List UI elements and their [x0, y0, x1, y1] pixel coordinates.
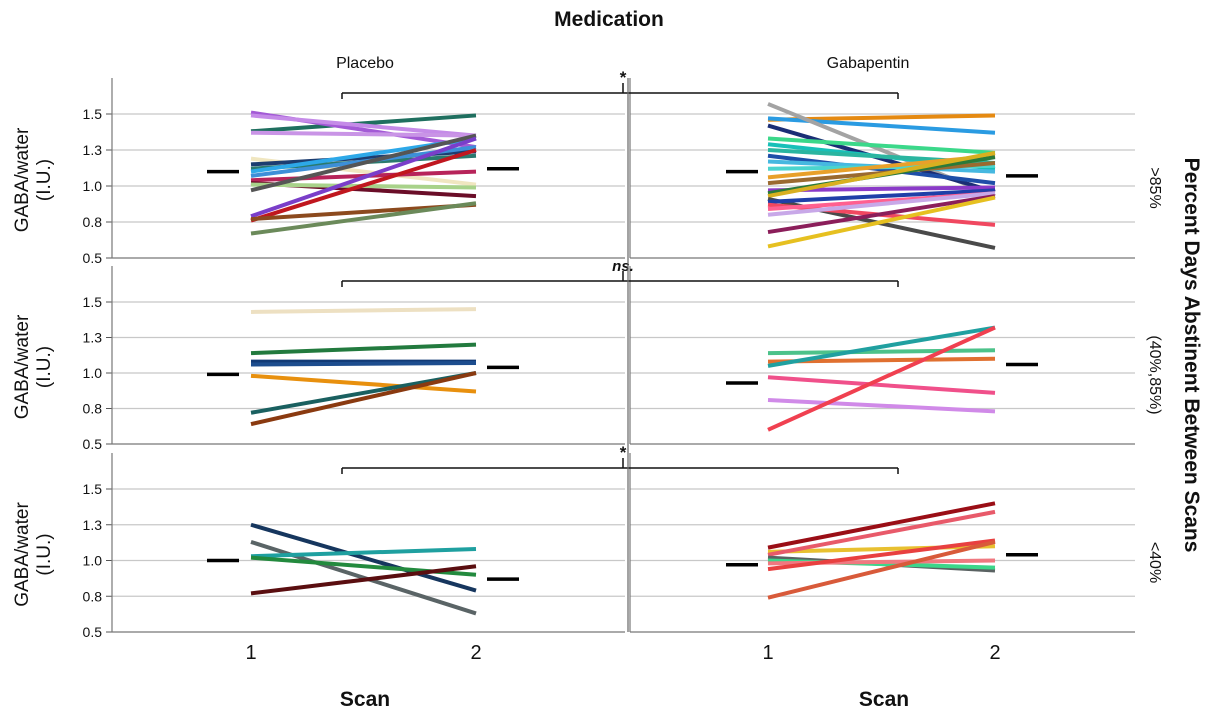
- panel-series: [726, 102, 1038, 250]
- subject-line: [767, 325, 996, 368]
- x-tick-label: 1: [762, 642, 773, 664]
- panel-series: [726, 325, 1038, 432]
- panel-series: [207, 522, 519, 616]
- subject-line: [250, 547, 477, 559]
- y-tick-label: 0.5: [83, 624, 103, 640]
- subject-line: [767, 397, 996, 414]
- subject-line: [767, 538, 996, 572]
- row-group: 0.5 0.8 1.0 1.3 1.5 GABA/water (I.U.) (40%,85%)…: [12, 258, 1163, 452]
- subject-line: [767, 325, 996, 432]
- x-axis-title-gabapentin: Scan: [859, 688, 909, 711]
- x-tick-label: 2: [470, 642, 481, 664]
- subject-line: [250, 136, 477, 219]
- y-tick-label: 1.3: [83, 142, 103, 158]
- y-tick-label: 0.8: [83, 214, 103, 230]
- subject-line: [250, 342, 477, 356]
- subject-line: [250, 113, 477, 134]
- subject-line: [767, 123, 996, 194]
- y-tick-label: 1.3: [83, 330, 103, 346]
- y-tick-label: 1.5: [83, 481, 103, 497]
- subject-line: [250, 522, 477, 593]
- row-label: (40%,85%): [1146, 335, 1163, 414]
- subject-line: [767, 188, 996, 204]
- subject-line: [250, 201, 477, 236]
- y-tick-label: 0.8: [83, 588, 103, 604]
- subject-line: [767, 539, 996, 600]
- subject-line: [767, 191, 996, 217]
- y-tick-label: 0.8: [83, 401, 103, 417]
- row-group: 0.5 0.8 1.0 1.3 1.5 GABA/water (I.U.) >85% *: [12, 68, 1163, 266]
- subject-line: [767, 194, 996, 235]
- subject-line: [767, 150, 996, 199]
- subject-line: [767, 136, 996, 155]
- y-tick-label: 1.0: [83, 365, 103, 381]
- panel-series: [726, 501, 1038, 600]
- x-axis-title-placebo: Scan: [340, 688, 390, 711]
- subject-line: [250, 371, 477, 427]
- y-axis-title: (I.U.): [34, 346, 55, 388]
- y-axis-title: GABA/water: [12, 502, 33, 607]
- significance-label: *: [620, 443, 627, 462]
- subject-line: [250, 373, 477, 394]
- subject-line: [250, 133, 477, 193]
- subject-line: [250, 130, 477, 138]
- chart-title: Medication: [554, 8, 664, 31]
- subject-line: [250, 361, 477, 367]
- subject-line: [767, 509, 996, 557]
- subject-line: [767, 116, 996, 135]
- x-tick-label: 2: [989, 642, 1000, 664]
- x-tick-label: 1: [245, 642, 256, 664]
- subject-line: [250, 148, 477, 223]
- y-axis-title: GABA/water: [12, 314, 33, 419]
- y-tick-label: 1.0: [83, 553, 103, 569]
- y-axis-title: GABA/water: [12, 127, 33, 232]
- row-group-title: Percent Days Abstinent Between Scans: [1180, 158, 1203, 553]
- significance-label: *: [620, 68, 627, 87]
- y-axis-title: (I.U.): [34, 533, 55, 575]
- subject-line: [767, 153, 996, 186]
- y-axis-title: (I.U.): [34, 159, 55, 201]
- y-tick-label: 1.3: [83, 517, 103, 533]
- subject-line: [767, 195, 996, 249]
- y-tick-label: 0.5: [83, 250, 103, 266]
- significance-label: ns.: [612, 258, 634, 275]
- panel-series: [207, 110, 519, 236]
- subject-line: [767, 501, 996, 550]
- y-tick-label: 0.5: [83, 436, 103, 452]
- subject-line: [250, 307, 477, 314]
- subject-line: [767, 375, 996, 395]
- y-tick-label: 1.5: [83, 106, 103, 122]
- subject-line: [250, 564, 477, 596]
- column-label-gabapentin: Gabapentin: [827, 55, 910, 72]
- row-label: <40%: [1146, 542, 1163, 583]
- subject-line: [767, 348, 996, 356]
- subject-line: [250, 113, 477, 138]
- y-tick-label: 1.0: [83, 178, 103, 194]
- row-label: >85%: [1146, 167, 1163, 208]
- column-label-placebo: Placebo: [336, 55, 394, 72]
- y-tick-label: 1.5: [83, 294, 103, 310]
- panel-series: [207, 307, 519, 427]
